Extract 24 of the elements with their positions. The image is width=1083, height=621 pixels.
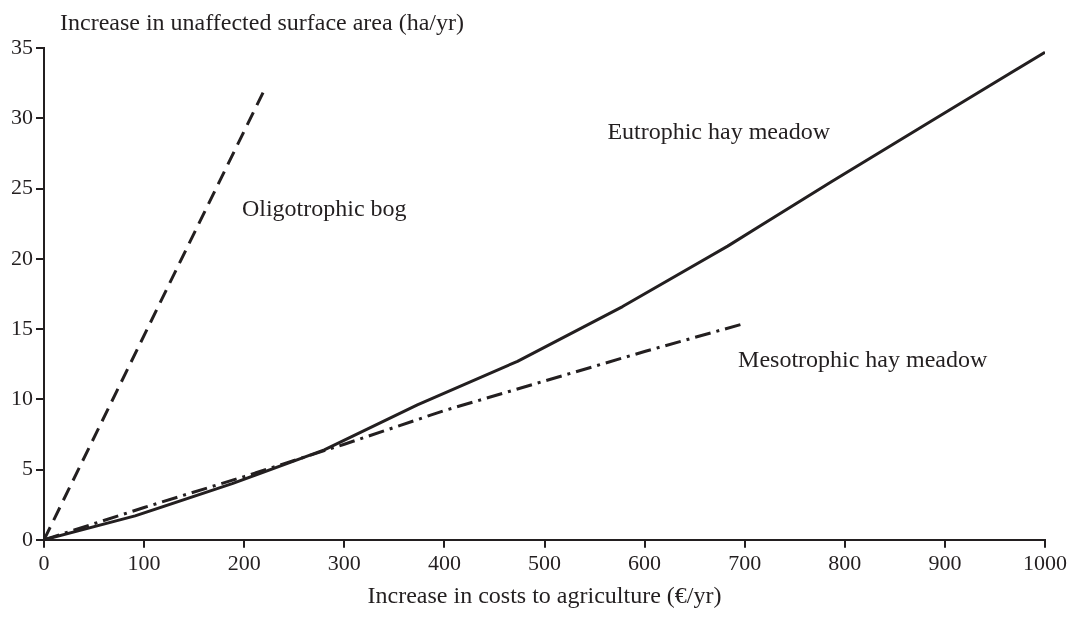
x-tick-label: 600 [628,549,662,575]
x-tick-label: 1000 [1023,549,1067,575]
y-axis-title: Increase in unaffected surface area (ha/yr) [60,9,464,36]
series-label: Eutrophic hay meadow [607,118,831,145]
series-label: Mesotrophic hay meadow [738,345,988,372]
y-tick-label: 15 [11,314,33,340]
x-tick-label: 700 [728,549,762,575]
y-tick-label: 25 [11,174,33,200]
series-label: Oligotrophic bog [241,195,407,222]
y-tick-label: 30 [11,104,33,130]
x-tick-label: 400 [427,549,461,575]
x-tick-label: 300 [327,549,361,575]
y-tick-label: 0 [22,525,33,551]
x-tick-label: 900 [928,549,962,575]
y-tick-label: 5 [22,455,33,481]
y-tick-label: 10 [11,385,33,411]
y-tick-label: 35 [11,33,33,59]
x-tick-label: 0 [38,549,50,575]
x-axis-title: Increase in costs to agriculture (€/yr) [367,581,722,608]
x-tick-label: 800 [828,549,862,575]
x-tick-label: 100 [127,549,161,575]
x-tick-label: 500 [528,549,561,575]
x-tick-label: 200 [227,549,261,575]
y-tick-label: 20 [11,244,33,270]
